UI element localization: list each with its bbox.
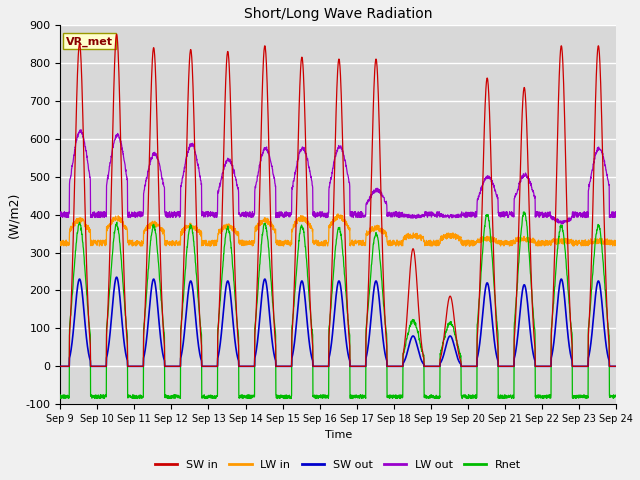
Title: Short/Long Wave Radiation: Short/Long Wave Radiation: [244, 7, 433, 21]
X-axis label: Time: Time: [324, 430, 352, 440]
Legend: SW in, LW in, SW out, LW out, Rnet: SW in, LW in, SW out, LW out, Rnet: [151, 456, 525, 474]
Text: VR_met: VR_met: [66, 36, 113, 47]
Y-axis label: (W/m2): (W/m2): [7, 192, 20, 238]
